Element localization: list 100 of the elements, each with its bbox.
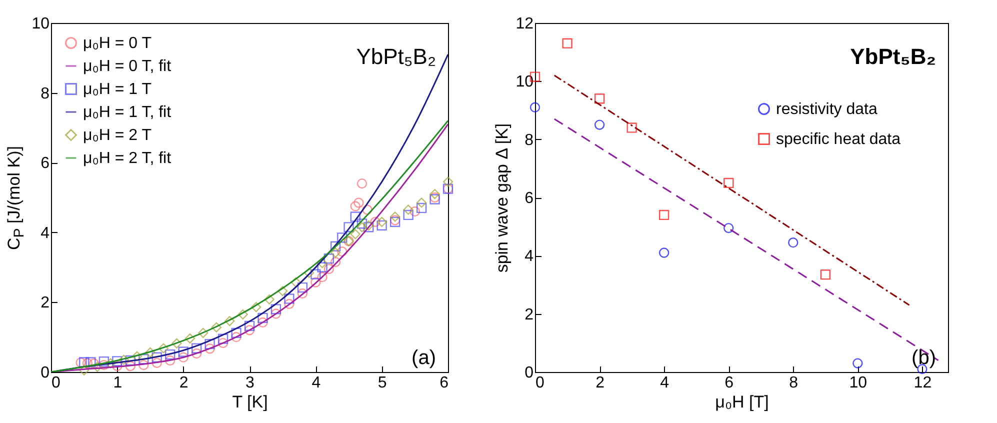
point bbox=[92, 362, 102, 372]
point bbox=[231, 328, 242, 338]
point bbox=[224, 316, 235, 326]
point bbox=[86, 357, 96, 368]
y-tick-label: 8 bbox=[524, 132, 534, 149]
point bbox=[356, 218, 368, 229]
point bbox=[264, 294, 274, 304]
x-axis-title: T [K] bbox=[232, 392, 268, 412]
annotation: YbPt₅B₂ bbox=[356, 44, 436, 69]
annotation: (a) bbox=[412, 347, 436, 369]
point bbox=[284, 294, 294, 304]
legend-label: μ₀H = 0 T, fit bbox=[83, 58, 172, 75]
y-tick-label: 10 bbox=[516, 74, 534, 91]
point bbox=[112, 356, 122, 366]
x-tick-label: 0 bbox=[536, 374, 544, 392]
y-tick-label: 6 bbox=[524, 190, 534, 207]
point bbox=[356, 178, 368, 189]
point bbox=[788, 238, 798, 248]
point bbox=[79, 365, 90, 376]
y-tick-label: 6 bbox=[40, 155, 50, 172]
point bbox=[88, 358, 100, 369]
x-tick-label: 6 bbox=[724, 374, 734, 392]
point bbox=[324, 264, 334, 274]
point bbox=[76, 358, 86, 368]
x-tick-label: 12 bbox=[914, 374, 932, 392]
point bbox=[317, 272, 328, 282]
point bbox=[231, 332, 242, 342]
point bbox=[172, 338, 182, 348]
legend-label: μ₀H = 2 T bbox=[83, 127, 152, 144]
point bbox=[852, 358, 863, 368]
point bbox=[350, 201, 360, 212]
point bbox=[403, 210, 414, 220]
y-tick-label: 10 bbox=[32, 16, 50, 32]
point bbox=[403, 204, 414, 215]
point bbox=[324, 254, 334, 264]
point bbox=[356, 222, 368, 232]
point bbox=[158, 343, 169, 354]
x-tick-label: 10 bbox=[849, 374, 868, 392]
point bbox=[724, 178, 734, 188]
y-tick-label: 12 bbox=[516, 16, 534, 32]
x-tick-label: 5 bbox=[378, 374, 387, 392]
point bbox=[317, 258, 328, 268]
point bbox=[410, 206, 420, 217]
point bbox=[350, 229, 360, 240]
point bbox=[350, 212, 360, 222]
point bbox=[370, 216, 380, 227]
point bbox=[310, 277, 321, 288]
point bbox=[626, 122, 637, 133]
point bbox=[376, 220, 387, 230]
point bbox=[724, 222, 734, 234]
point bbox=[138, 354, 149, 364]
point bbox=[530, 102, 540, 112]
x-tick-label: 3 bbox=[246, 374, 255, 392]
point bbox=[191, 343, 202, 354]
point bbox=[125, 355, 136, 366]
point bbox=[204, 344, 215, 354]
point bbox=[165, 355, 176, 366]
x-tick-label: 4 bbox=[660, 374, 670, 392]
point bbox=[362, 204, 372, 215]
point bbox=[152, 358, 162, 368]
point bbox=[79, 357, 90, 368]
point bbox=[238, 309, 248, 320]
x-axis-title: μ₀H [T] bbox=[715, 392, 769, 412]
y-tick-label: 2 bbox=[40, 294, 50, 312]
point bbox=[290, 277, 301, 288]
point bbox=[105, 358, 116, 368]
point bbox=[152, 352, 162, 362]
point bbox=[416, 198, 427, 208]
legend-label: specific heat data bbox=[776, 131, 901, 148]
point bbox=[337, 246, 348, 257]
x-tick-label: 1 bbox=[113, 374, 122, 392]
x-tick-label: 4 bbox=[312, 374, 321, 392]
point bbox=[218, 338, 228, 348]
point bbox=[218, 334, 228, 344]
point bbox=[98, 360, 110, 370]
point bbox=[297, 282, 308, 293]
y-tick-label: 4 bbox=[524, 248, 534, 266]
y-axis-title: spin wave gap Δ [K] bbox=[492, 123, 512, 273]
point bbox=[344, 222, 354, 232]
point bbox=[251, 302, 262, 312]
x-tick-label: 0 bbox=[52, 374, 60, 392]
point bbox=[284, 298, 294, 310]
legend-label: μ₀H = 1 T, fit bbox=[83, 104, 172, 121]
point bbox=[98, 356, 110, 367]
point bbox=[416, 202, 427, 214]
point bbox=[138, 360, 149, 370]
point bbox=[198, 328, 208, 338]
point bbox=[278, 286, 288, 296]
legend-label: μ₀H = 1 T bbox=[83, 81, 152, 98]
point bbox=[562, 38, 572, 48]
y-tick-label: 8 bbox=[40, 85, 50, 102]
point bbox=[658, 248, 670, 258]
point bbox=[270, 308, 282, 319]
point bbox=[258, 312, 268, 323]
point bbox=[145, 347, 156, 358]
point bbox=[390, 212, 400, 222]
y-tick-label: 2 bbox=[524, 306, 534, 324]
legend-label: μ₀H = 0 T bbox=[83, 35, 152, 52]
point bbox=[178, 346, 188, 357]
point bbox=[165, 349, 176, 360]
